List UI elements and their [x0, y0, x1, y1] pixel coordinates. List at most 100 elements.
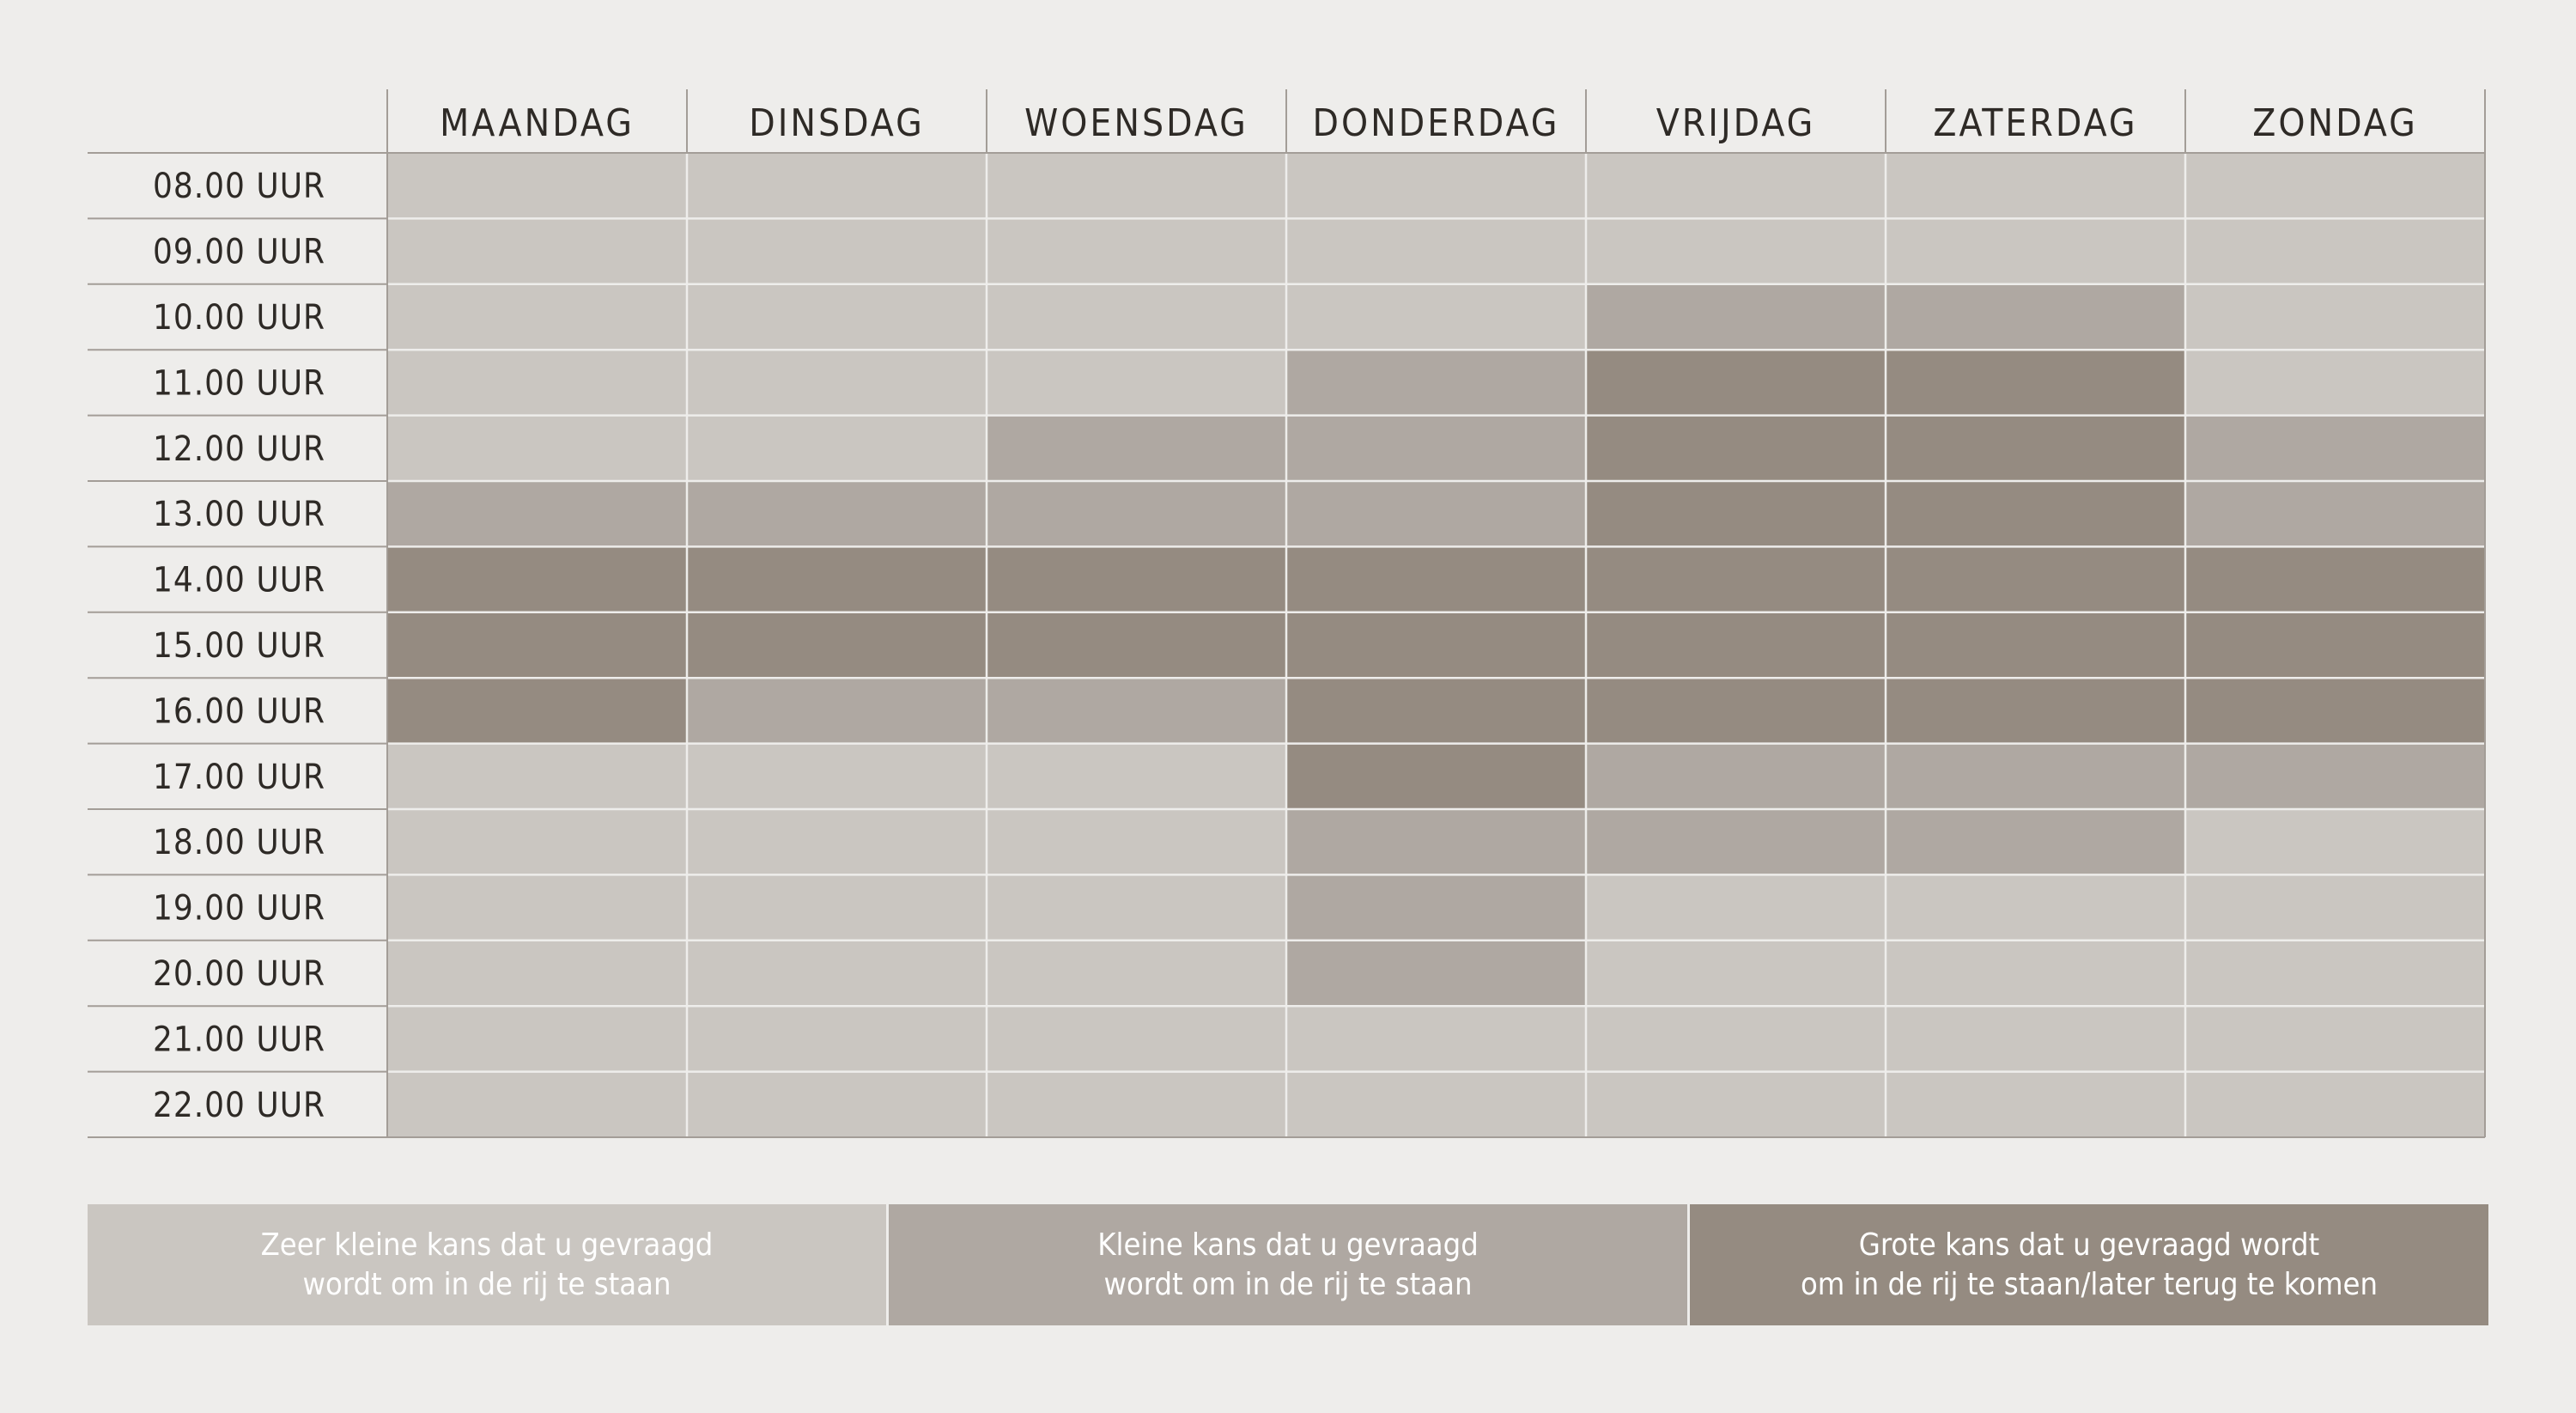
heatmap-cell [1286, 1006, 1586, 1072]
heatmap-cell [1886, 283, 2185, 350]
heatmap-cell [1886, 153, 2185, 219]
heatmap-cell [2185, 415, 2485, 481]
heatmap-cell [687, 415, 987, 481]
day-label: DINSDAG [749, 101, 925, 145]
heatmap-cell [1586, 743, 1886, 809]
heatmap-cell [687, 481, 987, 547]
heatmap-cell [987, 940, 1286, 1007]
busyness-heatmap: MAANDAG DINSDAG WOENSDAG DONDERDAG VRIJDAG ZA… [88, 89, 2486, 1138]
heatmap-cell [687, 218, 987, 284]
heatmap-cell [387, 743, 687, 809]
heatmap-cell [1886, 612, 2185, 679]
hour-label: 17.00 UUR [153, 758, 325, 797]
heatmap-cell [387, 546, 687, 612]
heatmap-cell [1286, 283, 1586, 350]
heatmap-cell [1886, 1006, 2185, 1072]
day-label: VRIJDAG [1656, 101, 1816, 145]
heatmap-cell [687, 612, 987, 679]
heatmap-cell [1886, 743, 2185, 809]
heatmap-cell [1586, 612, 1886, 679]
hour-label: 21.00 UUR [153, 1020, 325, 1059]
hour-label: 16.00 UUR [153, 691, 325, 731]
heatmap-cell [1286, 415, 1586, 481]
heatmap-cell [987, 743, 1286, 809]
heatmap-cell [2185, 743, 2485, 809]
heatmap-cell [687, 546, 987, 612]
heatmap-cell [987, 546, 1286, 612]
heatmap-cell [1286, 874, 1586, 941]
heatmap-cell [687, 940, 987, 1007]
heatmap-cell [1586, 153, 1886, 219]
heatmap-cell [2185, 350, 2485, 416]
day-label: DONDERDAG [1313, 101, 1560, 145]
heatmap-cell [2185, 546, 2485, 612]
heatmap-cell [387, 481, 687, 547]
day-label: ZONDAG [2252, 101, 2418, 145]
heatmap-cell [1586, 1071, 1886, 1137]
heatmap-cell [987, 415, 1286, 481]
hour-label: 08.00 UUR [153, 167, 325, 206]
heatmap-cell [1286, 678, 1586, 744]
hour-label: 15.00 UUR [153, 626, 325, 666]
heatmap-cell [1286, 743, 1586, 809]
heatmap-cell [1886, 874, 2185, 941]
heatmap-cell [1286, 1071, 1586, 1137]
hour-label: 13.00 UUR [153, 495, 325, 534]
heatmap-cell [1586, 678, 1886, 744]
hour-label: 14.00 UUR [153, 561, 325, 600]
heatmap-cell [687, 153, 987, 219]
heatmap-cell [987, 612, 1286, 679]
heatmap-cell [1886, 809, 2185, 875]
heatmap-cell [1886, 481, 2185, 547]
hour-label: 20.00 UUR [153, 954, 325, 994]
day-label: MAANDAG [440, 101, 635, 145]
hour-label: 19.00 UUR [153, 889, 325, 929]
heatmap-cell [1286, 350, 1586, 416]
heatmap-cell [687, 809, 987, 875]
heatmap-cell [687, 1006, 987, 1072]
heatmap-cell [1286, 546, 1586, 612]
heatmap-cell [387, 940, 687, 1007]
heatmap-cell [1586, 1006, 1886, 1072]
heatmap-cell [987, 1071, 1286, 1137]
heatmap-cell [987, 153, 1286, 219]
heatmap-cell [2185, 153, 2485, 219]
heatmap-cell [387, 874, 687, 941]
heatmap-cell [1586, 481, 1886, 547]
heatmap-cell [1886, 546, 2185, 612]
day-label: ZATERDAG [1933, 101, 2137, 145]
heatmap-cell [1286, 940, 1586, 1007]
heatmap-cell [2185, 1006, 2485, 1072]
heatmap-cell [1586, 546, 1886, 612]
legend-low-chance: Kleine kans dat u gevraagd wordt om in d… [886, 1204, 1687, 1325]
heatmap-cell [987, 678, 1286, 744]
heatmap-cell [687, 678, 987, 744]
day-label: WOENSDAG [1024, 101, 1249, 145]
heatmap-cell [2185, 809, 2485, 875]
heatmap-cell [1886, 415, 2185, 481]
heatmap-cell [1586, 940, 1886, 1007]
heatmap-cell [987, 218, 1286, 284]
heatmap-cell [1886, 218, 2185, 284]
hour-label: 12.00 UUR [153, 429, 325, 469]
heatmap-cell [987, 481, 1286, 547]
heatmap-cell [1286, 218, 1586, 284]
heatmap-cell [687, 874, 987, 941]
heatmap-cell [1286, 153, 1586, 219]
heatmap-cell [1286, 612, 1586, 679]
hour-label: 18.00 UUR [153, 823, 325, 862]
heatmap-cell [987, 1006, 1286, 1072]
heatmap-cell [1286, 481, 1586, 547]
heatmap-cell [1586, 350, 1886, 416]
heatmap-cell [1586, 874, 1886, 941]
heatmap-cell [2185, 1071, 2485, 1137]
heatmap-cell [1886, 678, 2185, 744]
heatmap-cell [1586, 415, 1886, 481]
heatmap-cell [1886, 350, 2185, 416]
heatmap-cell [687, 350, 987, 416]
heatmap-cell [2185, 481, 2485, 547]
heatmap-cell [387, 1071, 687, 1137]
heatmap-cell [1286, 809, 1586, 875]
heatmap-cell [2185, 678, 2485, 744]
heatmap-cell [387, 1006, 687, 1072]
